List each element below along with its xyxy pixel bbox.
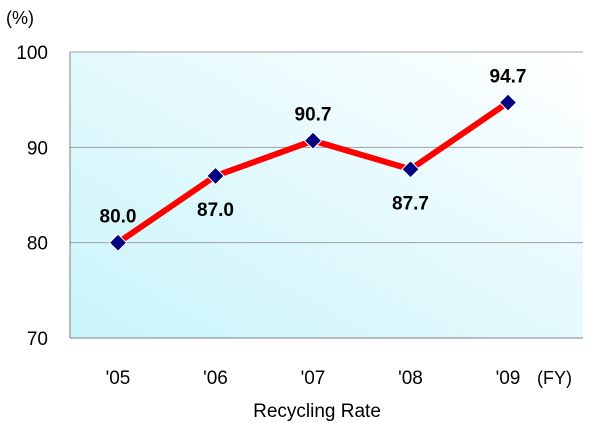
data-label: 94.7 xyxy=(490,67,527,88)
x-axis-unit: (FY) xyxy=(537,368,572,388)
y-tick-label: 90 xyxy=(27,138,48,159)
x-tick-label: '06 xyxy=(203,368,228,389)
y-tick-label: 100 xyxy=(16,43,48,64)
data-labels: 80.0 87.0 90.7 87.7 94.7 xyxy=(100,67,527,228)
y-tick-label: 80 xyxy=(27,234,48,255)
x-tick-label: '07 xyxy=(301,368,326,389)
data-marker xyxy=(206,166,225,186)
data-label: 90.7 xyxy=(295,105,332,126)
x-tick-label: '08 xyxy=(398,368,423,389)
data-label: 87.0 xyxy=(197,200,234,221)
y-axis-unit: (%) xyxy=(6,8,34,28)
data-markers xyxy=(108,93,518,252)
data-marker xyxy=(108,233,128,252)
plot-area xyxy=(70,52,583,338)
x-tick-label: '05 xyxy=(106,368,131,389)
data-label: 80.0 xyxy=(100,207,137,228)
x-tick-label: '09 xyxy=(496,368,521,389)
data-label: 87.7 xyxy=(392,193,429,214)
y-tick-label: 70 xyxy=(27,329,48,350)
x-tick-labels: '05 '06 '07 '08 '09 xyxy=(106,368,521,389)
y-tick-labels: 70 80 90 100 xyxy=(16,43,48,350)
data-marker xyxy=(303,131,323,150)
chart-title: Recycling Rate xyxy=(253,401,381,422)
data-marker xyxy=(498,93,518,112)
data-marker xyxy=(401,160,420,179)
